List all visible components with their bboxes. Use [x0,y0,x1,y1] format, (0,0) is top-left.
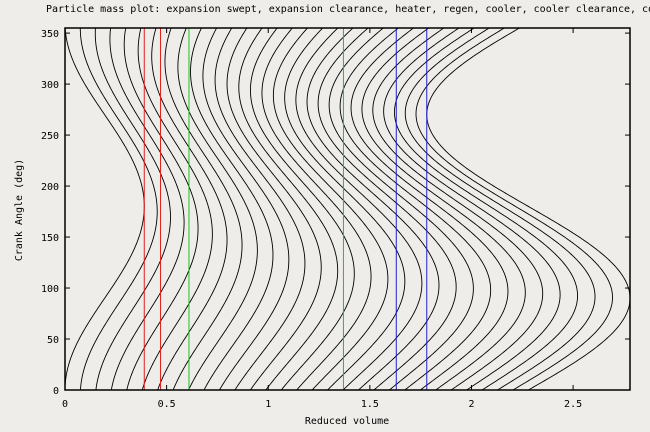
mass-curve-13 [238,27,339,391]
y-tick-label: 250 [41,131,59,142]
mass-curve-1 [79,28,158,391]
y-tick-label: 50 [47,335,59,346]
region-boundaries [143,28,428,390]
mass-curve-9 [190,27,274,391]
mass-curve-16 [272,27,389,391]
mass-curve-29 [415,27,613,391]
mass-curve-8 [177,27,258,391]
mass-curve-15 [261,27,372,391]
mass-curve-14 [250,27,355,391]
mass-curve-7 [164,27,243,391]
mass-curve-26 [383,27,561,391]
y-tick-label: 300 [41,80,59,91]
x-tick-label: 0.5 [158,399,176,410]
x-tick-label: 2 [468,399,474,410]
mass-curve-25 [372,27,544,391]
y-tick-label: 0 [53,386,59,397]
mass-curve-23 [350,27,509,391]
y-tick-label: 350 [41,29,59,40]
y-tick-label: 100 [41,284,59,295]
plot-frame [64,27,631,391]
mass-curve-11 [214,27,306,391]
x-tick-label: 1 [265,399,271,410]
mass-curve-0 [64,27,145,391]
x-tick-label: 1.5 [361,399,379,410]
mass-curve-12 [226,27,322,391]
x-axis-label: Reduced volume [305,416,389,427]
y-tick-label: 200 [41,182,59,193]
mass-curve-5 [137,27,213,391]
axis-ticks: 0 0.5 1 1.5 2 2.5 0 50 100 150 200 250 300 350 [41,28,630,410]
mass-curve-20 [317,27,457,391]
mass-curve-28 [404,27,596,391]
mass-curve-4 [123,27,199,391]
chart-title: Particle mass plot: expansion swept, exp… [46,4,650,15]
mass-curves [64,27,631,391]
mass-curve-3 [109,27,185,391]
mass-curve-18 [295,27,423,391]
mass-curve-21 [328,27,474,391]
y-axis-label: Crank Angle (deg) [14,159,25,261]
mass-curve-30 [426,27,631,391]
mass-curve-27 [394,27,578,391]
mass-curve-6 [151,27,228,391]
x-tick-label: 0 [62,399,68,410]
mass-curve-24 [361,27,526,391]
x-tick-label: 2.5 [564,399,582,410]
mass-curve-2 [94,27,171,391]
y-tick-label: 150 [41,233,59,244]
mass-curve-19 [306,27,440,391]
mass-curve-17 [284,27,406,391]
mass-curve-10 [202,27,290,391]
